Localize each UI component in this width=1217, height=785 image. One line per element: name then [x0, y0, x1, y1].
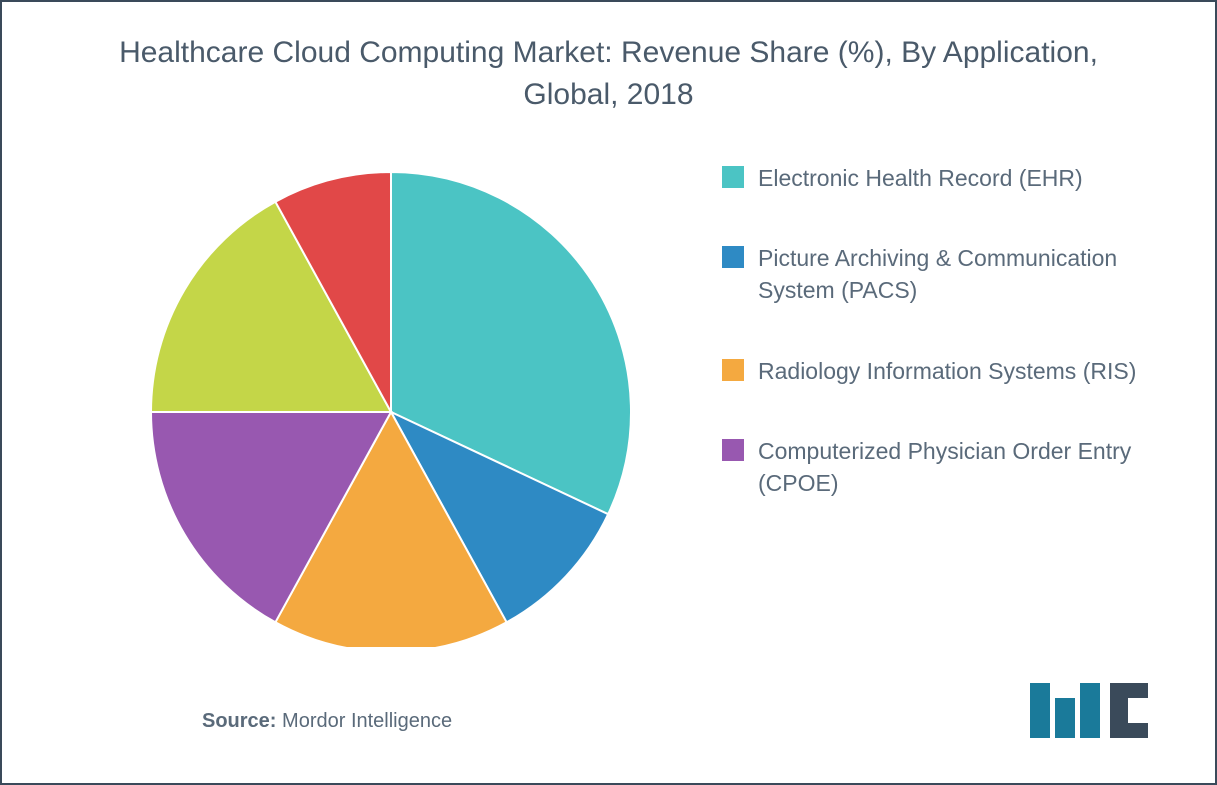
legend: Electronic Health Record (EHR) Picture Ar…: [722, 162, 1152, 547]
legend-label-3: Computerized Physician Order Entry (CPOE…: [758, 435, 1152, 499]
legend-label-2: Radiology Information Systems (RIS): [758, 355, 1136, 387]
legend-item-2: Radiology Information Systems (RIS): [722, 355, 1152, 387]
pie-svg: [152, 157, 642, 647]
source-attribution: Source: Mordor Intelligence: [202, 710, 452, 733]
legend-swatch-0: [722, 166, 744, 188]
source-text: Mordor Intelligence: [282, 710, 452, 732]
legend-item-1: Picture Archiving & Communication System…: [722, 242, 1152, 306]
legend-swatch-2: [722, 359, 744, 381]
legend-swatch-3: [722, 439, 744, 461]
legend-item-0: Electronic Health Record (EHR): [722, 162, 1152, 194]
chart-title: Healthcare Cloud Computing Market: Reven…: [2, 2, 1215, 126]
legend-label-0: Electronic Health Record (EHR): [758, 162, 1083, 194]
legend-label-1: Picture Archiving & Communication System…: [758, 242, 1152, 306]
legend-swatch-1: [722, 246, 744, 268]
pie-chart: [152, 157, 642, 647]
legend-item-3: Computerized Physician Order Entry (CPOE…: [722, 435, 1152, 499]
mordor-logo-icon: [1025, 673, 1155, 743]
source-prefix: Source:: [202, 710, 276, 732]
